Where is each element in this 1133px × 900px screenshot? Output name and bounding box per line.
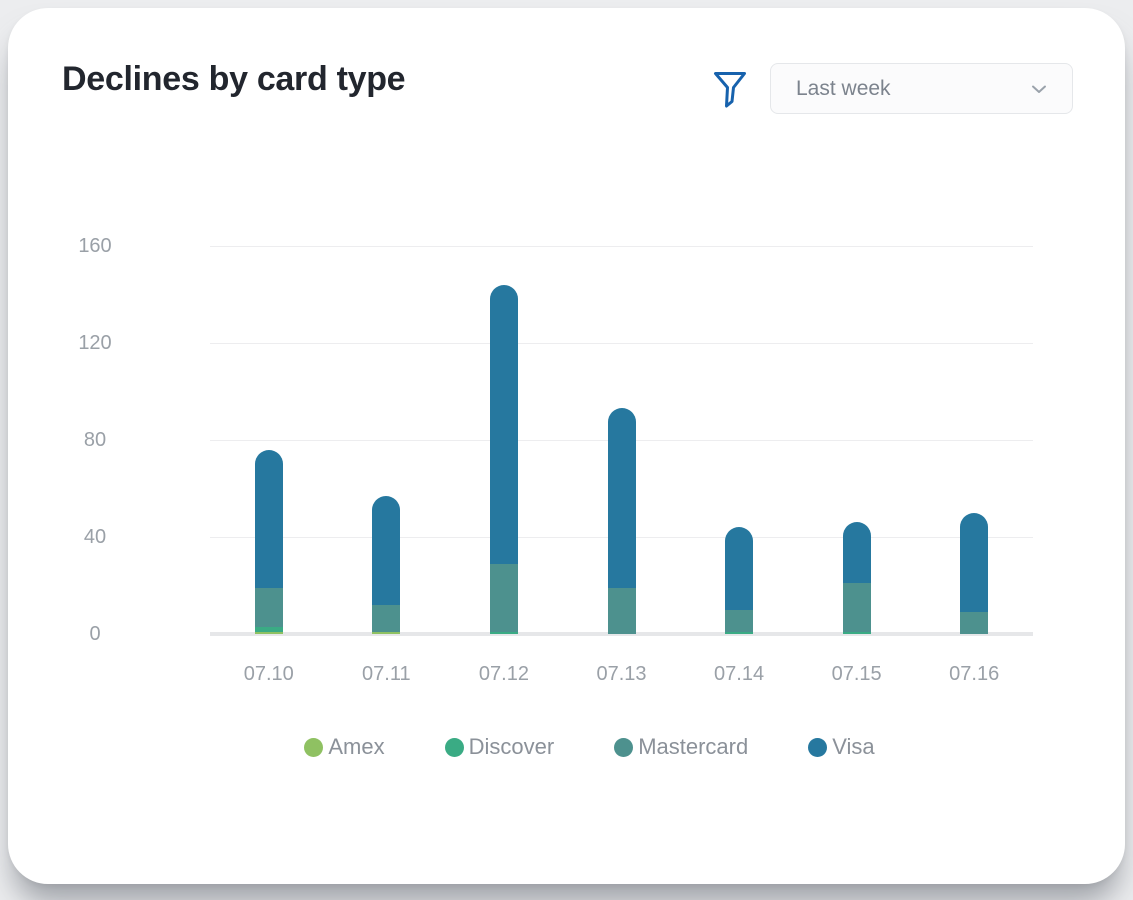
bar-segment-discover bbox=[725, 631, 754, 634]
y-axis-tick-label: 40 bbox=[83, 526, 107, 548]
y-axis-tick-label: 120 bbox=[78, 332, 112, 354]
legend-item-mastercard[interactable]: Mastercard bbox=[614, 734, 748, 760]
bar-segment-visa bbox=[607, 408, 636, 588]
bar-segment-mastercard bbox=[960, 612, 989, 634]
bar-segment-discover bbox=[254, 626, 283, 632]
legend-dot-discover bbox=[444, 737, 464, 757]
x-axis-baseline bbox=[210, 632, 1033, 636]
declines-card: Declines by card type Last week 0 40 80 120… bbox=[8, 8, 1125, 884]
legend-label: Visa bbox=[832, 734, 875, 759]
x-axis-tick-label: 07.11 bbox=[362, 663, 411, 685]
bar-segment-discover bbox=[489, 631, 518, 634]
bar-segment-mastercard bbox=[607, 587, 636, 634]
bar-segment-visa bbox=[372, 495, 401, 605]
legend-dot-amex bbox=[304, 737, 324, 757]
bar-segment-amex bbox=[254, 631, 283, 634]
x-axis-tick-label: 07.13 bbox=[596, 663, 647, 685]
chart-legend: Amex Discover Mastercard Visa bbox=[8, 734, 1125, 760]
x-axis-tick-label: 07.12 bbox=[478, 663, 529, 685]
bar-07.12[interactable] bbox=[489, 284, 518, 634]
declines-chart: 0 40 80 120 160 07.10 07.11 07.12 07.13 07.14 07.1… bbox=[8, 8, 1125, 884]
x-axis-tick-label: 07.14 bbox=[714, 663, 765, 685]
legend-label: Amex bbox=[328, 734, 385, 759]
legend-dot-mastercard bbox=[614, 737, 634, 757]
bar-07.16[interactable] bbox=[960, 512, 989, 634]
bar-segment-discover bbox=[842, 631, 871, 634]
gridline bbox=[210, 245, 1033, 247]
legend-label: Discover bbox=[468, 734, 555, 759]
funnel-icon bbox=[714, 72, 746, 108]
bar-segment-mastercard bbox=[489, 563, 518, 632]
bar-segment-visa bbox=[960, 512, 989, 613]
bar-07.11[interactable] bbox=[372, 495, 401, 634]
y-axis-tick-label: 160 bbox=[78, 235, 112, 257]
bar-segment-mastercard bbox=[372, 604, 401, 632]
legend-item-amex[interactable]: Amex bbox=[304, 734, 385, 760]
legend-item-visa[interactable]: Visa bbox=[808, 734, 875, 760]
chevron-down-icon bbox=[1032, 85, 1046, 93]
bar-segment-visa bbox=[254, 449, 283, 588]
bar-segment-visa bbox=[725, 527, 754, 610]
legend-item-discover[interactable]: Discover bbox=[444, 734, 555, 760]
time-range-value: Last week bbox=[796, 76, 891, 100]
gridline bbox=[210, 342, 1033, 344]
time-range-dropdown[interactable]: Last week bbox=[770, 63, 1073, 114]
x-axis-tick-label: 07.15 bbox=[831, 663, 882, 685]
bar-segment-mastercard bbox=[725, 609, 754, 632]
y-axis-tick-label: 80 bbox=[83, 429, 107, 451]
legend-label: Mastercard bbox=[638, 734, 749, 759]
x-axis-tick-label: 07.10 bbox=[243, 663, 294, 685]
x-axis-tick-label: 07.16 bbox=[949, 663, 1000, 685]
bar-segment-mastercard bbox=[254, 587, 283, 627]
filter-button[interactable] bbox=[708, 68, 752, 112]
bar-segment-mastercard bbox=[842, 583, 871, 632]
bar-segment-visa bbox=[489, 284, 518, 564]
bar-07.10[interactable] bbox=[254, 449, 283, 634]
bar-segment-visa bbox=[842, 522, 871, 584]
y-axis-tick-label: 0 bbox=[89, 623, 101, 645]
bar-07.13[interactable] bbox=[607, 408, 636, 634]
legend-dot-visa bbox=[808, 737, 828, 757]
bar-segment-amex bbox=[372, 631, 401, 634]
bar-07.15[interactable] bbox=[842, 522, 871, 634]
page-title: Declines by card type bbox=[62, 60, 406, 98]
bar-07.14[interactable] bbox=[725, 527, 754, 634]
